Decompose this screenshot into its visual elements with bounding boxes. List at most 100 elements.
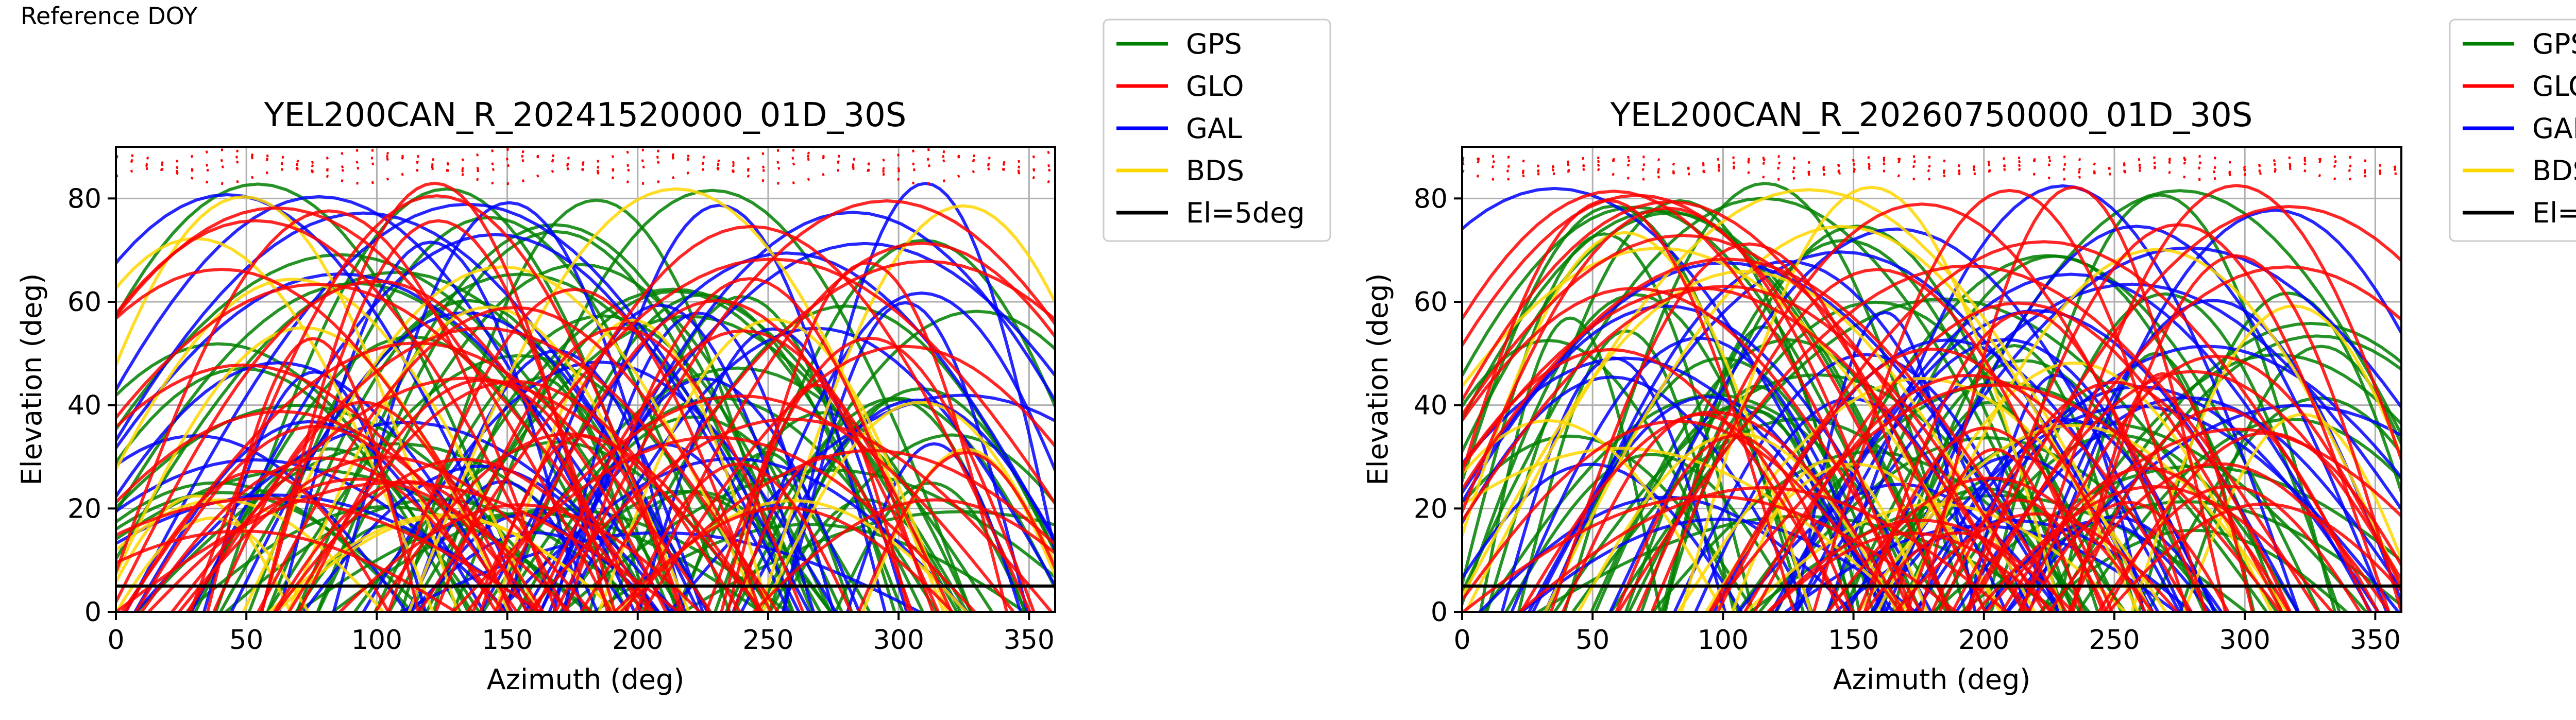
x-tick-label: 350 (1004, 625, 1055, 656)
track-bds (1900, 248, 2401, 612)
track-bds (116, 498, 385, 612)
track-glo (704, 336, 1036, 612)
y-tick-label: 40 (1414, 390, 1448, 421)
track-gps (2146, 396, 2401, 612)
track-glo (1616, 264, 2320, 612)
y-axis-label: Elevation (deg) (1362, 273, 1394, 486)
legend-label: El=5deg (1186, 197, 1305, 229)
legend-label: BDS (2532, 155, 2576, 187)
track-glo (256, 305, 773, 612)
x-tick-label: 100 (351, 625, 402, 656)
y-tick-label: 60 (1414, 287, 1448, 318)
track-glo (465, 394, 1016, 612)
track-gal (332, 201, 687, 612)
x-tick-label: 250 (2089, 625, 2140, 656)
track-glo (116, 209, 558, 612)
track-glo (1863, 311, 2190, 612)
track-glo (1893, 512, 2180, 612)
track-glo (1462, 286, 2030, 612)
track-glo (526, 417, 1054, 612)
track-glo (1519, 410, 1906, 612)
track-gal (637, 327, 908, 612)
track-glo (1864, 531, 2052, 612)
legend-box (1103, 19, 1331, 242)
track-glo (579, 260, 1055, 612)
track-glo (1615, 434, 1854, 612)
track-glo (2067, 406, 2371, 612)
legend-label: GPS (1186, 28, 1242, 60)
track-bds (1731, 459, 1929, 612)
track-gps (265, 299, 672, 612)
x-tick-label: 300 (873, 625, 924, 656)
track-glo (116, 410, 541, 612)
track-glo (1974, 485, 2334, 612)
track-glo (170, 376, 765, 612)
track-glo (116, 282, 655, 612)
track-gal (1510, 336, 1889, 612)
x-tick-label: 200 (612, 625, 663, 656)
track-glo (494, 299, 940, 612)
track-gal (503, 303, 816, 612)
track-glo (116, 267, 529, 612)
track-glo (287, 380, 742, 612)
track-glo (189, 194, 685, 612)
track-glo (1462, 257, 2068, 612)
track-gps (1462, 434, 1756, 612)
track-gal (1462, 186, 1886, 612)
track-glo (206, 337, 420, 612)
y-tick-label: 80 (1414, 183, 1448, 214)
track-glo (1967, 265, 2401, 612)
chart-title: YEL200CAN_R_20241520000_01D_30S (264, 96, 907, 134)
track-glo (1462, 200, 1987, 612)
track-glo (751, 498, 1055, 612)
x-axis-label: Azimuth (deg) (487, 663, 685, 696)
chart-title: YEL200CAN_R_20260750000_01D_30S (1610, 96, 2253, 134)
track-glo (417, 258, 1055, 612)
track-gal (1462, 356, 1895, 612)
track-bds (1875, 361, 2274, 612)
track-gal (732, 291, 1055, 612)
track-glo (2096, 485, 2362, 612)
track-glo (857, 451, 1055, 612)
track-glo-zenith (1462, 155, 2401, 173)
track-glo-zenith (116, 154, 1055, 173)
track-gps (733, 310, 1055, 612)
track-gps (1462, 338, 1740, 612)
track-glo-zenith (116, 167, 1055, 185)
track-gal (552, 203, 887, 612)
skyplot-panel-right: 0 50 100 150 200 250 300 350 0 20 40 60 80 YEL200CAN_… (1362, 19, 2576, 696)
track-glo (726, 261, 1009, 612)
track-gal (116, 193, 529, 612)
track-glo (533, 329, 953, 612)
figure-header-label: Reference DOY (21, 2, 198, 30)
track-gal (1769, 272, 2373, 612)
y-tick-label: 60 (67, 287, 101, 318)
track-glo (1650, 268, 2105, 612)
track-glo (1462, 198, 1795, 612)
track-glo (116, 219, 567, 612)
x-tick-label: 200 (1958, 625, 2009, 656)
track-glo (1826, 476, 2155, 612)
track-glo (1462, 234, 2026, 612)
axes-frame (115, 146, 1056, 613)
x-tick-label: 300 (2219, 625, 2270, 656)
track-gal (496, 457, 969, 612)
legend-label: GAL (2532, 112, 2576, 145)
x-tick-label: 250 (742, 625, 793, 656)
track-glo (2047, 462, 2391, 612)
x-tick-label: 0 (107, 625, 124, 656)
track-glo (116, 496, 544, 612)
track-gal (668, 393, 1055, 612)
y-axis-label: Elevation (deg) (15, 273, 48, 486)
track-glo-zenith (1462, 163, 2401, 181)
x-tick-label: 0 (1453, 625, 1470, 656)
track-bds (407, 187, 945, 612)
track-gal (538, 211, 1055, 612)
legend: GPS GLO GAL BDS El=5deg (2449, 19, 2576, 242)
track-glo (260, 181, 609, 612)
track-glo (471, 225, 1032, 612)
legend-label: GLO (2532, 70, 2576, 102)
y-tick-label: 0 (84, 597, 101, 628)
axes-frame (1461, 146, 2402, 613)
x-tick-label: 150 (1828, 625, 1879, 656)
